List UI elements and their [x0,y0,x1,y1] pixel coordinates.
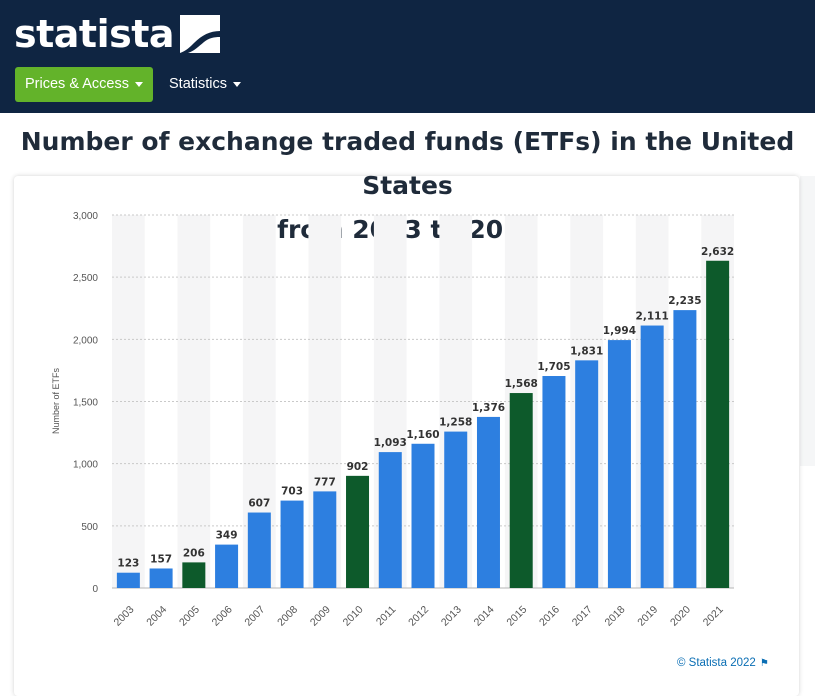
x-tick-label: 2014 [472,604,497,629]
bar [411,443,435,588]
y-tick-label: 1,000 [73,460,98,471]
bar [640,325,664,588]
x-tick-label: 2010 [341,604,366,629]
x-tick-label: 2003 [111,604,136,629]
x-tick-label: 2011 [374,604,399,629]
value-label: 206 [183,547,205,559]
prices-access-button[interactable]: Prices & Access [15,67,153,102]
y-axis-label: Number of ETFs [51,367,61,434]
x-tick-label: 2012 [406,604,431,629]
statistics-menu[interactable]: Statistics [169,67,242,102]
x-tick-label: 2009 [308,604,333,629]
x-tick-label: 2020 [668,604,693,629]
x-tick-label: 2018 [603,604,628,629]
value-label: 2,632 [701,246,734,258]
x-tick-label: 2017 [570,604,595,629]
header-bar: statista Prices & Access Statistics [0,0,815,113]
bar [673,310,697,588]
value-label: 1,376 [472,402,505,414]
bar-chart: 0 500 1,000 1,500 2,000 2,500 3,000 Number of E… [51,211,734,629]
bar [607,340,631,588]
copyright-link[interactable]: © Statista 2022 ⚑ [677,657,769,669]
value-label: 123 [117,558,139,570]
value-label: 1,160 [406,429,439,441]
y-tick-label: 1,500 [73,398,98,409]
y-tick-label: 3,000 [73,211,98,222]
caret-down-icon [134,81,143,87]
copyright-text: © Statista 2022 [677,657,756,669]
bar [149,568,173,588]
value-label: 1,994 [603,325,636,337]
caret-down-icon [233,81,242,87]
y-tick-label: 2,500 [73,273,98,284]
x-tick-label: 2021 [701,604,726,629]
x-tick-label: 2019 [635,604,660,629]
bar [509,393,533,588]
chart-title-line1: Number of exchange traded funds (ETFs) i… [20,127,795,200]
bar [575,360,599,588]
x-tick-label: 2008 [275,604,300,629]
x-tick-label: 2015 [504,604,529,629]
flag-icon[interactable]: ⚑ [759,658,769,669]
logo-text: statista [14,12,175,56]
bar [542,376,566,588]
x-tick-label: 2005 [177,604,202,629]
side-panel-edge [800,176,815,466]
value-label: 902 [347,461,369,473]
x-tick-label: 2016 [537,604,562,629]
value-label: 1,093 [374,437,407,449]
y-tick-label: 0 [92,584,98,595]
value-label: 2,111 [636,311,669,323]
value-label: 1,568 [505,378,538,390]
statista-logo-icon [180,15,221,53]
prices-access-label: Prices & Access [25,76,129,92]
value-label: 777 [314,476,336,488]
value-label: 349 [216,530,238,542]
x-tick-label: 2013 [439,604,464,629]
value-label: 607 [248,498,270,510]
value-label: 1,831 [570,345,603,357]
value-label: 1,705 [537,361,570,373]
x-tick-label: 2007 [242,604,267,629]
bar [476,416,500,588]
value-label: 1,258 [439,417,472,429]
bar [247,512,271,588]
bar [313,491,337,588]
y-tick-label: 500 [81,522,98,533]
bar [706,260,730,588]
bar [280,500,304,588]
value-label: 703 [281,486,303,498]
bar [215,544,239,588]
y-tick-label: 2,000 [73,335,98,346]
x-tick-label: 2006 [210,604,235,629]
bar [346,475,370,588]
bar [444,431,468,588]
bar [378,452,402,588]
value-label: 157 [150,553,172,565]
x-tick-label: 2004 [144,604,169,629]
bar [116,572,140,588]
value-label: 2,235 [668,295,701,307]
statistics-label: Statistics [169,76,228,92]
statista-logo[interactable]: statista [14,12,221,56]
bar [182,562,206,588]
